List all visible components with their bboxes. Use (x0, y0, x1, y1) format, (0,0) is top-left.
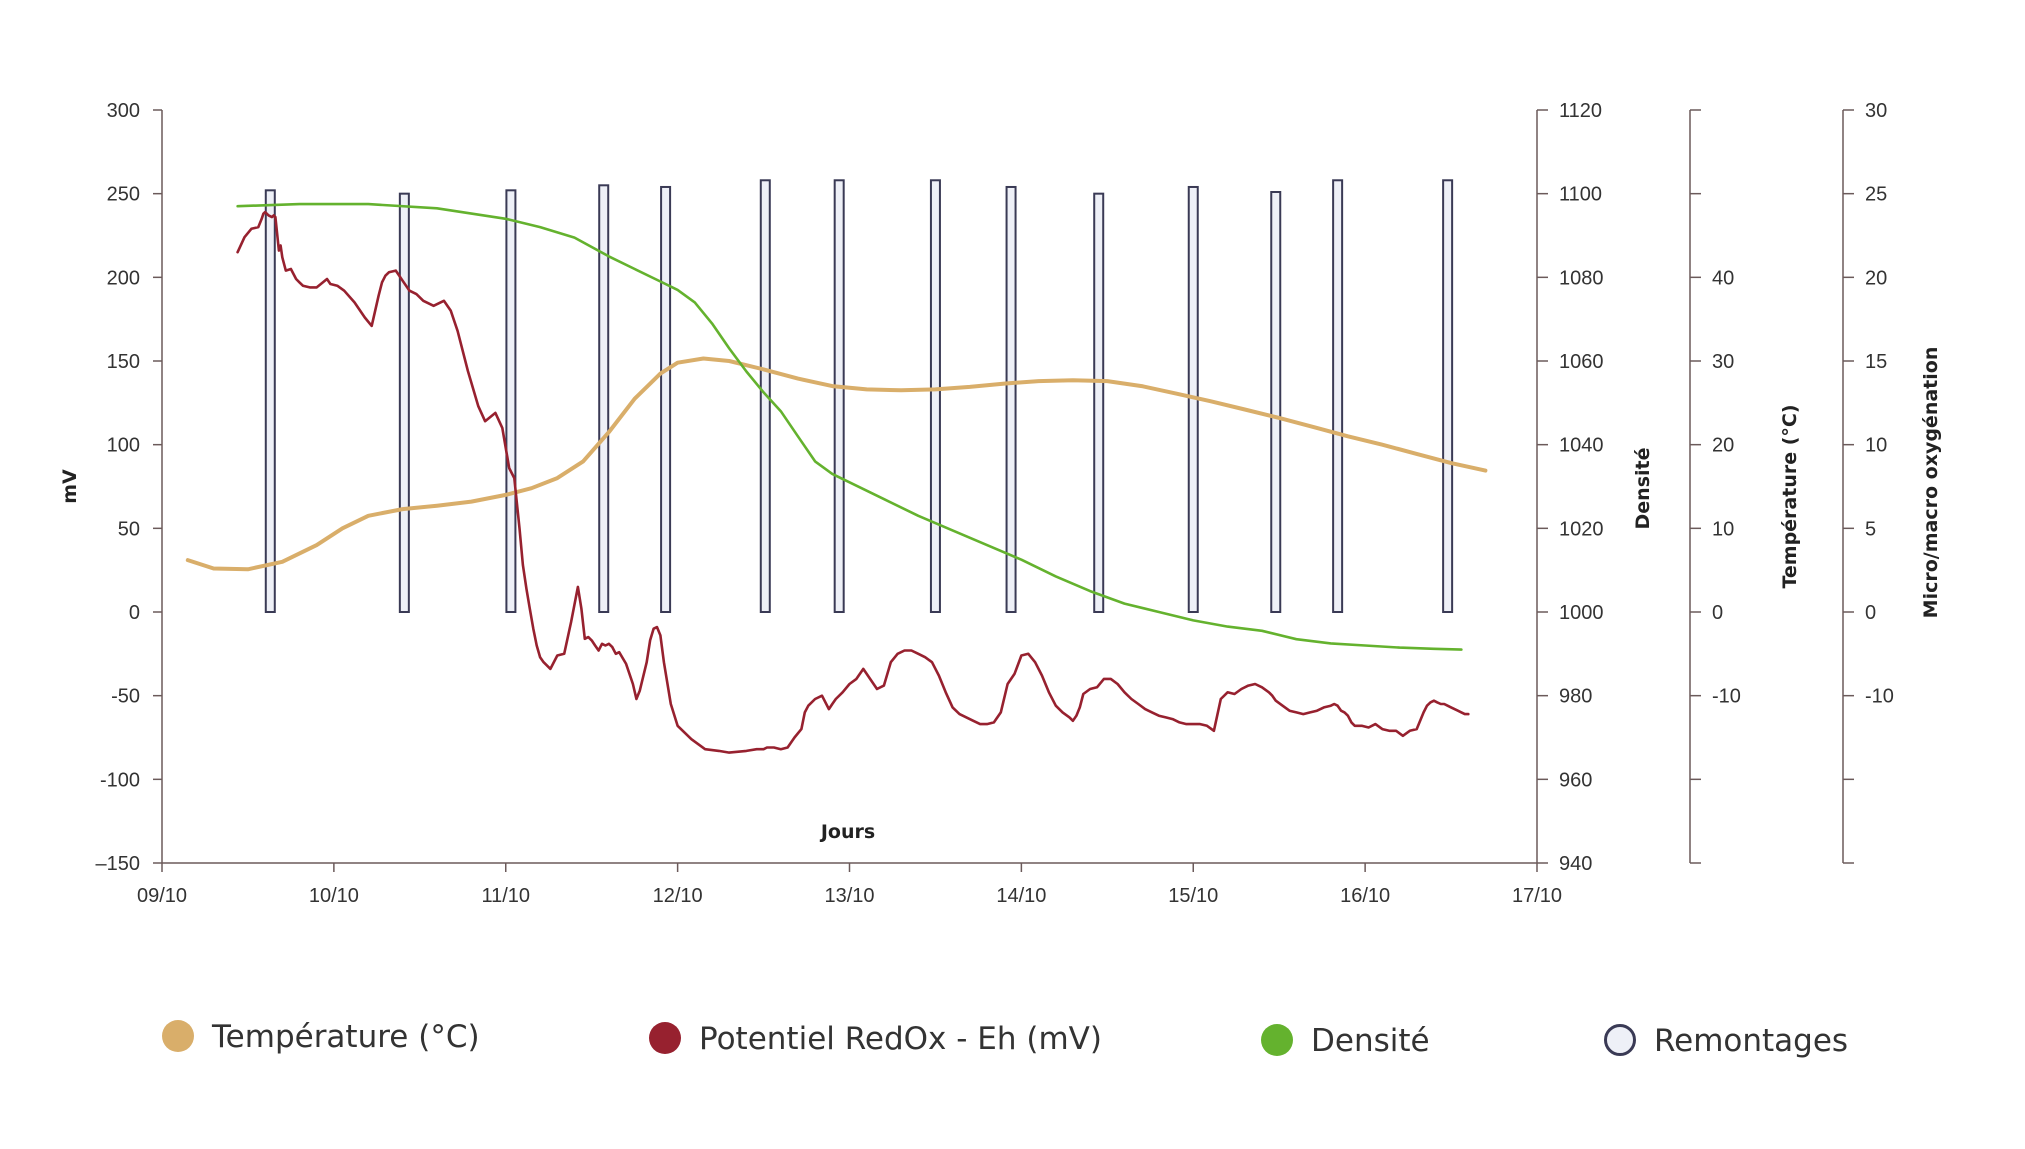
x-tick-label: 10/10 (309, 885, 359, 907)
densite-tick-label: 1000 (1559, 602, 1604, 624)
temperature-axis-title: Température (°C) (1779, 404, 1801, 588)
left-tick-label: 100 (107, 435, 140, 457)
x-tick-label: 16/10 (1340, 885, 1390, 907)
oxygenation-tick-label: 20 (1865, 267, 1887, 289)
oxygenation-tick-label: 10 (1865, 435, 1887, 457)
oxygenation-tick-label: 0 (1865, 602, 1876, 624)
left-tick-label: 300 (107, 100, 140, 122)
oxygenation-tick-label: -10 (1865, 686, 1894, 708)
series-layer (185, 202, 1488, 754)
remontage-bar (1332, 179, 1344, 613)
redox-line (236, 210, 1470, 754)
legend-marker (649, 1022, 681, 1054)
x-tick-label: 11/10 (481, 885, 530, 907)
densite-tick-label: 1100 (1559, 184, 1602, 206)
x-axis-title: Jours (819, 821, 875, 843)
legend-temperature: Température (°C) (162, 1019, 480, 1055)
temperature-tick-label: 30 (1712, 351, 1734, 373)
remontages-layer (264, 179, 1454, 614)
temperature-tick-label: 0 (1712, 602, 1723, 624)
densite-line (236, 202, 1463, 651)
oxygenation-tick-label: 30 (1865, 100, 1887, 122)
left-tick-label: 50 (118, 518, 140, 540)
temperature-tick-label: -10 (1712, 686, 1741, 708)
densite-tick-label: 1060 (1559, 351, 1604, 373)
legend-label: Potentiel RedOx - Eh (mV) (699, 1021, 1102, 1057)
legend-layer: Température (°C) Potentiel RedOx - Eh (mV… (162, 1019, 1848, 1059)
left-tick-label: 0 (129, 602, 140, 624)
remontage-bar (264, 189, 276, 613)
oxygenation-tick-label: 15 (1865, 351, 1887, 373)
temperature-tick-label: 40 (1712, 267, 1734, 289)
densite-tick-label: 1120 (1559, 100, 1602, 122)
remontage-bar (398, 192, 410, 614)
x-tick-label: 17/10 (1512, 885, 1562, 907)
legend-label: Température (°C) (211, 1019, 480, 1055)
temperature-tick-label: 20 (1712, 435, 1734, 457)
x-tick-label: 14/10 (996, 885, 1046, 907)
densite-tick-label: 1040 (1559, 435, 1604, 457)
legend-label: Densité (1311, 1023, 1430, 1059)
densite-tick-label: 960 (1559, 769, 1592, 791)
left-tick-label: 150 (107, 351, 140, 373)
x-tick-label: 09/10 (137, 885, 187, 907)
x-tick-label: 15/10 (1168, 885, 1218, 907)
temperature-line (185, 356, 1488, 572)
remontage-bar (929, 179, 941, 613)
legend-marker (1604, 1024, 1636, 1056)
left-tick-label: 200 (107, 267, 140, 289)
left-axis-title: mV (59, 469, 81, 504)
left-tick-label: -100 (100, 769, 140, 791)
temperature-tick-label: 10 (1712, 518, 1734, 540)
left-tick-label: 250 (107, 184, 140, 206)
oxygenation-tick-label: 5 (1865, 518, 1876, 540)
legend-marker (1261, 1024, 1293, 1056)
legend-redox: Potentiel RedOx - Eh (mV) (649, 1021, 1102, 1057)
remontage-bar (598, 184, 610, 614)
densite-axis-title: Densité (1632, 448, 1654, 530)
remontage-bar (1270, 190, 1282, 613)
left-tick-label: –150 (96, 853, 141, 875)
remontage-bar (1005, 185, 1017, 613)
legend-densite: Densité (1261, 1023, 1430, 1059)
remontage-bar (1442, 179, 1454, 613)
legend-remontages: Remontages (1604, 1023, 1848, 1059)
densite-tick-label: 1020 (1559, 518, 1604, 540)
densite-tick-label: 940 (1559, 853, 1592, 875)
densite-tick-label: 980 (1559, 686, 1592, 708)
x-tick-label: 13/10 (824, 885, 874, 907)
legend-marker (162, 1020, 194, 1052)
densite-tick-label: 1080 (1559, 267, 1604, 289)
left-tick-label: -50 (111, 686, 140, 708)
remontage-bar (833, 179, 845, 613)
x-tick-label: 12/10 (653, 885, 703, 907)
remontage-bar (505, 189, 517, 613)
legend-label: Remontages (1654, 1023, 1848, 1059)
remontage-bar (660, 185, 672, 613)
oxygenation-axis-title: Micro/macro oxygénation (1920, 347, 1942, 619)
oxygenation-tick-label: 25 (1865, 184, 1887, 206)
remontage-bar (1093, 192, 1105, 614)
